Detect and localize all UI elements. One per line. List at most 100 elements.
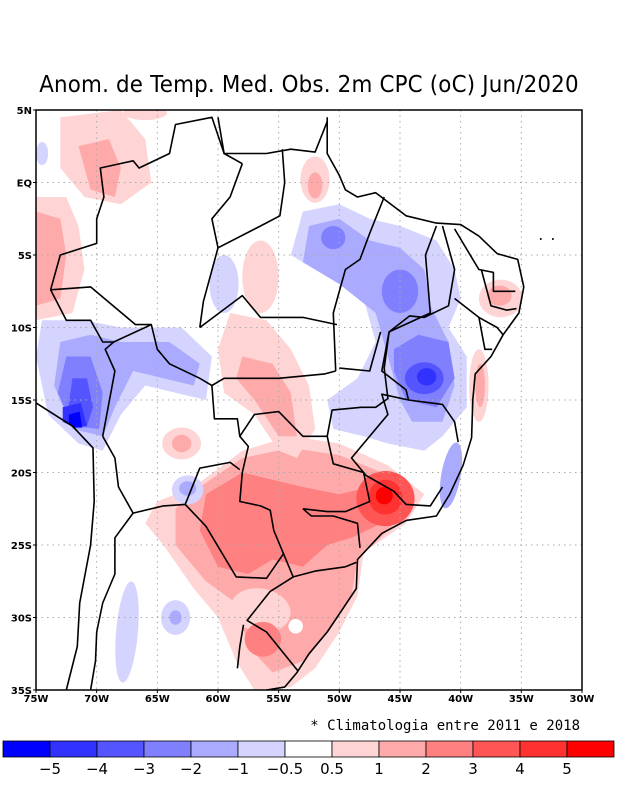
x-tick-label: 75W [24,694,49,705]
y-tick-label: 5N [17,106,32,117]
warm-uruguay [244,621,282,657]
border-line [388,225,456,333]
border-line [36,402,95,690]
y-tick-label: 35S [11,686,32,697]
island-dot [539,238,542,241]
coastline [266,117,525,690]
border-line [211,370,336,387]
island-dot [551,238,554,241]
colorbar-label: −2 [180,760,202,778]
colorbar-label: −5 [39,760,61,778]
border-line [292,561,357,578]
border-line [89,435,134,690]
colorbar-label: 3 [468,760,478,778]
y-tick-label: 5S [18,251,32,262]
cold-bolivia-south-2 [179,481,197,496]
warm-ba-coast-2 [475,363,485,408]
colorbar-swatch [49,740,98,758]
border-line [217,149,286,249]
colorbar-label: 0.5 [320,760,344,778]
colorbar-swatch [190,740,239,758]
border-line [236,624,245,669]
y-tick-label: 20S [11,469,32,480]
border-line [302,225,438,513]
anomaly-fills [36,110,523,690]
x-tick-label: 60W [206,694,231,705]
colorbar-swatch [331,740,380,758]
cold-colombia [36,141,49,166]
border-line [339,331,382,372]
colorbar-swatch [472,740,521,758]
colorbar-label: 4 [515,760,525,778]
colorbar-swatch [96,740,145,758]
border-line [453,228,516,293]
border-line [302,508,361,548]
colorbar-swatch [378,740,427,758]
x-tick-label: 70W [84,694,109,705]
colorbar-swatch [2,740,51,758]
warm-peak-level6 [375,487,393,505]
warm-para [242,240,279,313]
warm-south [230,588,291,633]
warm-region-level3 [199,472,394,574]
warm-top [123,110,168,121]
y-tick-label: 10S [11,324,32,335]
border-line [49,116,328,291]
colorbar-swatch [425,740,474,758]
cold-west-level6 [68,411,83,428]
cold-pi-core [381,269,419,313]
colorbar-label: −4 [86,760,108,778]
x-tick-label: 65W [145,694,170,705]
border-line [480,269,517,311]
cold-amazonas [209,255,239,313]
x-tick-label: 45W [388,694,413,705]
country-state-borders [36,116,554,690]
colorbar-label: 2 [421,760,431,778]
colorbar-swatch [566,740,615,758]
x-tick-label: 40W [448,694,473,705]
warm-amapa-2 [307,172,323,199]
y-tick-label: EQ [17,179,32,190]
border-line [350,393,444,507]
warm-west-amazon-2 [36,211,67,306]
cold-para-core [321,226,346,250]
colorbar-label: −1 [227,760,249,778]
y-tick-label: 15S [11,396,32,407]
border-line [101,341,116,437]
border-line [332,196,385,372]
colorbar-label: −0.5 [267,760,303,778]
chart-title: Anom. de Temp. Med. Obs. 2m CPC (oC) Jun… [39,72,579,98]
border-line [184,461,241,505]
x-tick-label: 30W [570,694,595,705]
colorbar-label: 1 [374,760,384,778]
border-line [217,117,243,165]
warm-bolivia-2 [171,434,192,453]
x-tick-label: 50W [327,694,352,705]
border-line [478,317,493,351]
cold-ba-core-2 [416,368,437,386]
colorbar-swatch [143,740,192,758]
y-tick-label: 30S [11,614,32,625]
y-axis: 5N EQ 5S 10S 15S 20S 25S 30S 35S [11,106,36,697]
y-tick-label: 25S [11,541,32,552]
cold-es [439,442,463,509]
colorbar-swatch [519,740,568,758]
climatology-note: * Climatologia entre 2011 e 2018 [310,718,580,734]
warm-ne-2 [487,285,512,306]
border-line [199,294,338,329]
x-axis: 75W 70W 65W 60W 55W 50W 45W 40W 35W 30W [24,690,595,705]
cold-argentina-2 [169,610,182,625]
colorbar-label: −3 [133,760,155,778]
border-line [132,503,285,580]
rs-white-spot [288,618,303,634]
border-line [199,163,244,328]
border-line [239,410,328,438]
colorbar-swatch [284,740,333,758]
colorbar-label: 5 [562,760,572,778]
border-line [50,286,152,326]
x-tick-label: 35W [509,694,534,705]
warm-central-level2 [236,356,297,437]
cold-andes [115,581,139,683]
border-line [454,297,504,336]
